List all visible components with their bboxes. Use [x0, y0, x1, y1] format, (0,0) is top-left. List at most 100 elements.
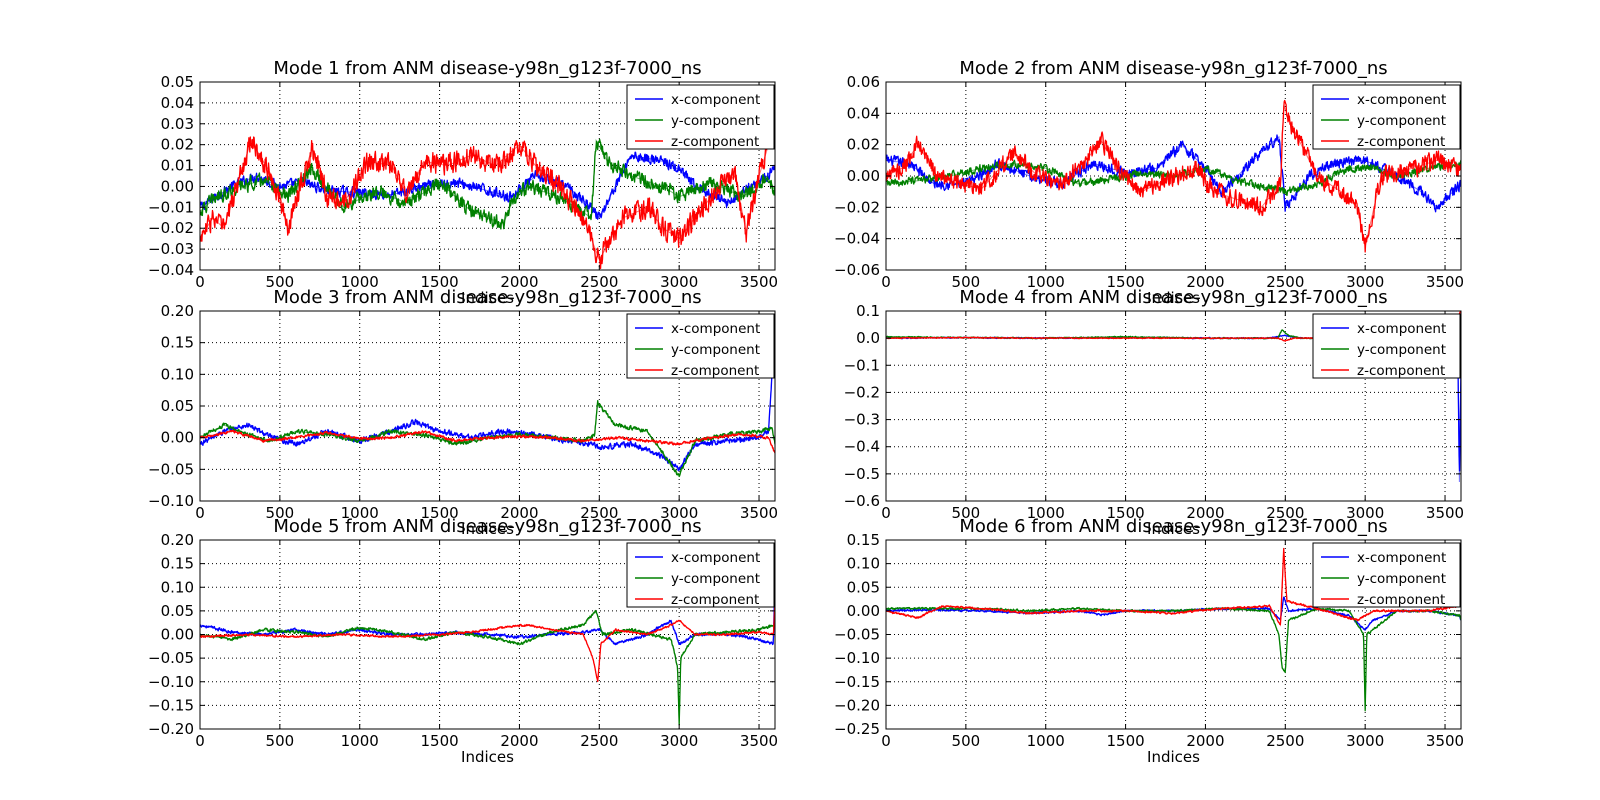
series-trend-x-component: [200, 342, 775, 471]
legend: x-component y-component z-component: [1312, 84, 1461, 150]
x-tick-label: 1000: [1027, 273, 1065, 291]
x-ticks: 0 500 1000 1500 2000 2500 3000 3500: [881, 82, 1464, 291]
x-tick-label: 2000: [1186, 732, 1224, 750]
x-tick-label: 2500: [1266, 504, 1304, 522]
x-tick-label: 2500: [1266, 732, 1304, 750]
x-tick-label: 500: [952, 504, 981, 522]
legend-box: [626, 84, 775, 150]
x-tick-label: 3000: [660, 273, 698, 291]
y-tick-label: −0.04: [834, 230, 880, 248]
x-tick-label: 2000: [500, 504, 538, 522]
x-axis-label: Indices: [461, 289, 514, 307]
x-tick-label: 3500: [740, 732, 778, 750]
series-line-x-component: [886, 134, 1461, 213]
axes-frame: [885, 310, 1462, 502]
y-tick-label: −0.15: [834, 673, 880, 691]
legend-box: [626, 542, 775, 608]
x-tick-label: 3000: [1346, 732, 1384, 750]
x-tick-label: 1500: [420, 732, 458, 750]
legend-label: x-component: [1357, 550, 1446, 566]
x-tick-label: 1000: [341, 732, 379, 750]
legend-label: z-component: [671, 363, 759, 379]
x-axis-label: Indices: [1147, 520, 1200, 538]
y-tick-label: 0.01: [161, 157, 194, 175]
series-trend-y-component: [886, 608, 1461, 711]
y-tick-label: −0.04: [148, 261, 194, 279]
x-tick-label: 0: [195, 732, 205, 750]
x-tick-label: 0: [881, 732, 891, 750]
chart-title: Mode 4 from ANM disease-y98n_g123f-7000_…: [959, 287, 1387, 308]
x-tick-label: 3500: [1426, 273, 1464, 291]
series-trend-z-component: [886, 549, 1461, 627]
x-tick-label: 0: [881, 504, 891, 522]
y-tick-label: −0.5: [844, 465, 880, 483]
legend-label: z-component: [1357, 363, 1445, 379]
x-tick-label: 0: [195, 504, 205, 522]
x-ticks: 0 500 1000 1500 2000 2500 3000 3500: [195, 311, 778, 522]
y-tick-label: −0.6: [844, 492, 880, 510]
y-ticks: −0.6 −0.5 −0.4 −0.3 −0.2 −0.1 0.0 0.1: [844, 302, 1461, 510]
y-tick-label: −0.4: [844, 438, 880, 456]
x-tick-label: 3000: [1346, 273, 1384, 291]
y-tick-label: −0.06: [834, 261, 880, 279]
legend-label: y-component: [1357, 571, 1446, 587]
x-ticks: 0 500 1000 1500 2000 2500 3000 3500: [195, 82, 778, 291]
y-tick-label: 0.00: [161, 626, 194, 644]
y-tick-label: −0.15: [148, 696, 194, 714]
legend-label: y-component: [671, 571, 760, 587]
y-tick-label: −0.10: [148, 673, 194, 691]
y-ticks: −0.06 −0.04 −0.02 0.00 0.02 0.04 0.06: [834, 73, 1461, 279]
series-line-z-component: [886, 99, 1461, 253]
x-tick-label: 1000: [1027, 732, 1065, 750]
x-tick-label: 1500: [1106, 273, 1144, 291]
y-tick-label: −0.1: [844, 356, 880, 374]
x-tick-label: 0: [881, 273, 891, 291]
y-tick-label: −0.05: [148, 460, 194, 478]
y-ticks: −0.20 −0.15 −0.10 −0.05 0.00 0.05 0.10 0.15 0.20: [148, 531, 775, 738]
series-line-y-component: [200, 138, 775, 230]
y-tick-label: 0.00: [161, 429, 194, 447]
y-tick-label: 0.00: [161, 177, 194, 195]
y-tick-label: 0.15: [161, 334, 194, 352]
y-tick-label: −0.05: [834, 626, 880, 644]
legend-label: z-component: [671, 592, 759, 608]
x-tick-label: 3000: [1346, 504, 1384, 522]
y-tick-label: 0.02: [847, 136, 880, 154]
y-tick-label: 0.15: [161, 555, 194, 573]
x-tick-label: 2000: [500, 732, 538, 750]
x-tick-label: 500: [952, 732, 981, 750]
legend-label: y-component: [671, 113, 760, 129]
y-tick-label: 0.03: [161, 115, 194, 133]
y-tick-label: −0.10: [148, 492, 194, 510]
y-ticks: −0.04 −0.03 −0.02 −0.01 0.00 0.01 0.02 0.03 0.04…: [148, 73, 775, 279]
chart-title: Mode 6 from ANM disease-y98n_g123f-7000_…: [959, 516, 1387, 537]
x-tick-label: 500: [266, 504, 295, 522]
series-trend-z-component: [886, 105, 1461, 247]
x-tick-label: 500: [266, 732, 295, 750]
x-tick-label: 1500: [420, 273, 458, 291]
x-tick-label: 2500: [580, 504, 618, 522]
chart-title: Mode 3 from ANM disease-y98n_g123f-7000_…: [273, 287, 701, 308]
legend: x-component y-component z-component: [1312, 542, 1461, 608]
series-group: [200, 341, 775, 478]
x-tick-label: 1000: [341, 504, 379, 522]
subplot-mode-1: 0 500 1000 1500 2000 2500 3000 3500−0.04−0.03−0…: [148, 58, 778, 307]
legend-label: z-component: [1357, 134, 1445, 150]
chart-title: Mode 1 from ANM disease-y98n_g123f-7000_…: [273, 58, 701, 79]
y-tick-label: 0.04: [847, 104, 880, 122]
y-ticks: −0.25 −0.20 −0.15 −0.10 −0.05 0.00 0.05 0.10 0.1…: [834, 531, 1461, 738]
y-tick-label: 0.00: [847, 602, 880, 620]
legend-label: z-component: [671, 134, 759, 150]
series-trend-y-component: [200, 138, 775, 225]
legend-label: y-component: [671, 342, 760, 358]
legend: x-component y-component z-component: [1312, 313, 1461, 379]
legend-label: x-component: [671, 92, 760, 108]
y-tick-label: 0.10: [847, 555, 880, 573]
y-tick-label: 0.02: [161, 136, 194, 154]
x-axis-label: Indices: [1147, 289, 1200, 307]
y-tick-label: 0.0: [856, 329, 880, 347]
x-tick-label: 2000: [1186, 504, 1224, 522]
legend-box: [1312, 84, 1461, 150]
x-tick-label: 3500: [1426, 504, 1464, 522]
